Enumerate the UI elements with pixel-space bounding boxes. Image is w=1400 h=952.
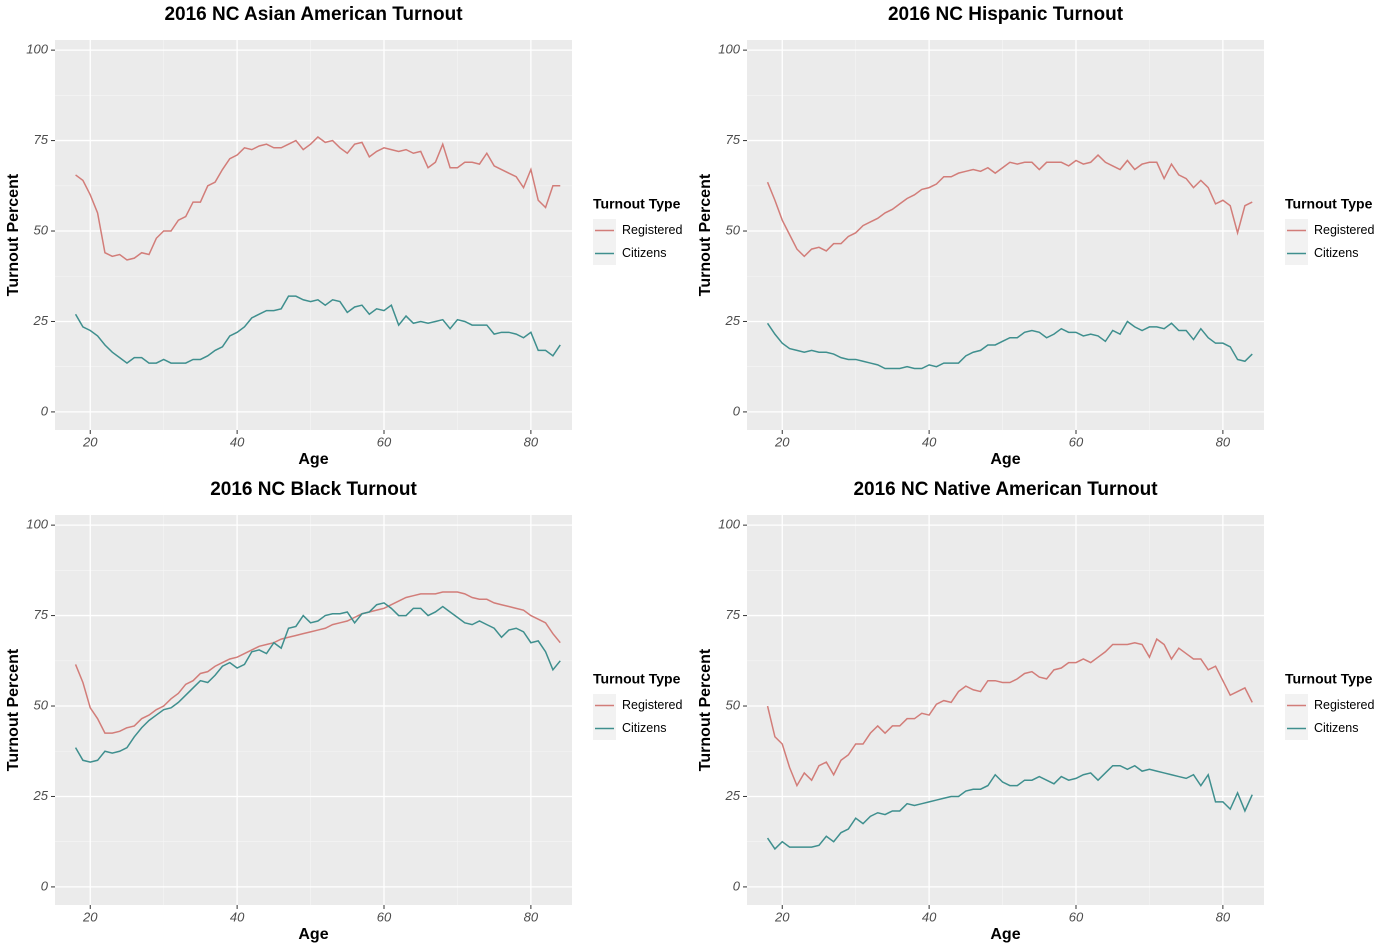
y-tick-label: 100 xyxy=(718,42,740,57)
panel: 0 25 50 75 100 20 40 60 80 2016 NC Asian American… xyxy=(5,4,682,468)
legend-label: Registered xyxy=(1314,223,1374,237)
y-tick-label: 75 xyxy=(726,132,741,147)
y-tick-label: 100 xyxy=(26,42,48,57)
x-tick-label: 80 xyxy=(524,909,539,924)
legend-title: Turnout Type xyxy=(1285,671,1373,687)
y-tick-label: 0 xyxy=(733,403,741,418)
x-axis-label: Age xyxy=(298,926,328,943)
y-tick-label: 25 xyxy=(33,313,49,328)
y-tick-label: 100 xyxy=(26,517,48,532)
chart-title: 2016 NC Hispanic Turnout xyxy=(888,4,1124,25)
legend-label: Citizens xyxy=(1314,246,1358,260)
y-tick-label: 0 xyxy=(733,878,741,893)
x-tick-label: 20 xyxy=(774,434,790,449)
plot-background xyxy=(55,515,572,905)
y-axis-label: Turnout Percent xyxy=(697,173,714,296)
y-tick-label: 100 xyxy=(718,517,740,532)
series-line xyxy=(766,320,1253,370)
y-tick-label: 50 xyxy=(726,222,741,237)
legend-title: Turnout Type xyxy=(1285,196,1373,212)
legend-label: Citizens xyxy=(1314,721,1358,735)
y-tick-label: 75 xyxy=(34,607,49,622)
plot-background xyxy=(747,40,1264,430)
x-axis-label: Age xyxy=(990,451,1020,468)
legend-label: Citizens xyxy=(622,721,666,735)
y-tick-label: 75 xyxy=(34,132,49,147)
x-tick-label: 40 xyxy=(230,434,245,449)
x-tick-label: 40 xyxy=(922,434,937,449)
series-line xyxy=(74,591,561,734)
x-tick-label: 80 xyxy=(524,434,539,449)
series-line xyxy=(766,153,1253,258)
plot-background xyxy=(55,40,572,430)
panel: 0 25 50 75 100 20 40 60 80 2016 NC Hispanic Turno… xyxy=(697,4,1374,468)
x-tick-label: 20 xyxy=(774,909,790,924)
x-tick-label: 60 xyxy=(377,909,392,924)
y-tick-label: 75 xyxy=(726,607,741,622)
y-tick-label: 25 xyxy=(33,788,49,803)
series-line xyxy=(766,764,1253,851)
x-tick-label: 20 xyxy=(82,434,98,449)
y-tick-label: 0 xyxy=(41,878,49,893)
y-tick-label: 25 xyxy=(725,313,741,328)
series-line xyxy=(75,135,561,261)
x-axis-label: Age xyxy=(990,926,1020,943)
y-tick-label: 0 xyxy=(41,403,49,418)
series-line xyxy=(74,295,561,365)
x-tick-label: 20 xyxy=(82,909,98,924)
x-tick-label: 80 xyxy=(1216,434,1231,449)
x-tick-label: 80 xyxy=(1216,909,1231,924)
plot-background xyxy=(747,515,1264,905)
y-axis-label: Turnout Percent xyxy=(5,648,22,771)
legend-title: Turnout Type xyxy=(593,671,681,687)
y-tick-label: 50 xyxy=(34,222,49,237)
y-tick-label: 50 xyxy=(726,697,741,712)
chart-title: 2016 NC Black Turnout xyxy=(210,479,417,500)
y-axis-label: Turnout Percent xyxy=(5,173,22,296)
legend-label: Registered xyxy=(622,698,682,712)
legend-label: Registered xyxy=(622,223,682,237)
legend-label: Registered xyxy=(1314,698,1374,712)
series-line xyxy=(766,637,1253,788)
panel: 0 25 50 75 100 20 40 60 80 2016 NC Black Turnout A… xyxy=(5,479,682,943)
x-tick-label: 40 xyxy=(230,909,245,924)
x-axis-label: Age xyxy=(298,451,328,468)
legend-title: Turnout Type xyxy=(593,196,681,212)
legend-label: Citizens xyxy=(622,246,666,260)
chart-title: 2016 NC Native American Turnout xyxy=(853,479,1158,500)
x-tick-label: 60 xyxy=(1069,909,1084,924)
x-tick-label: 60 xyxy=(1069,434,1084,449)
y-tick-label: 25 xyxy=(725,788,741,803)
series-line xyxy=(74,602,561,763)
y-tick-label: 50 xyxy=(34,697,49,712)
chart-title: 2016 NC Asian American Turnout xyxy=(164,4,463,25)
y-axis-label: Turnout Percent xyxy=(697,648,714,771)
panel: 0 25 50 75 100 20 40 60 80 2016 NC Native America… xyxy=(697,479,1374,943)
x-tick-label: 60 xyxy=(377,434,392,449)
x-tick-label: 40 xyxy=(922,909,937,924)
